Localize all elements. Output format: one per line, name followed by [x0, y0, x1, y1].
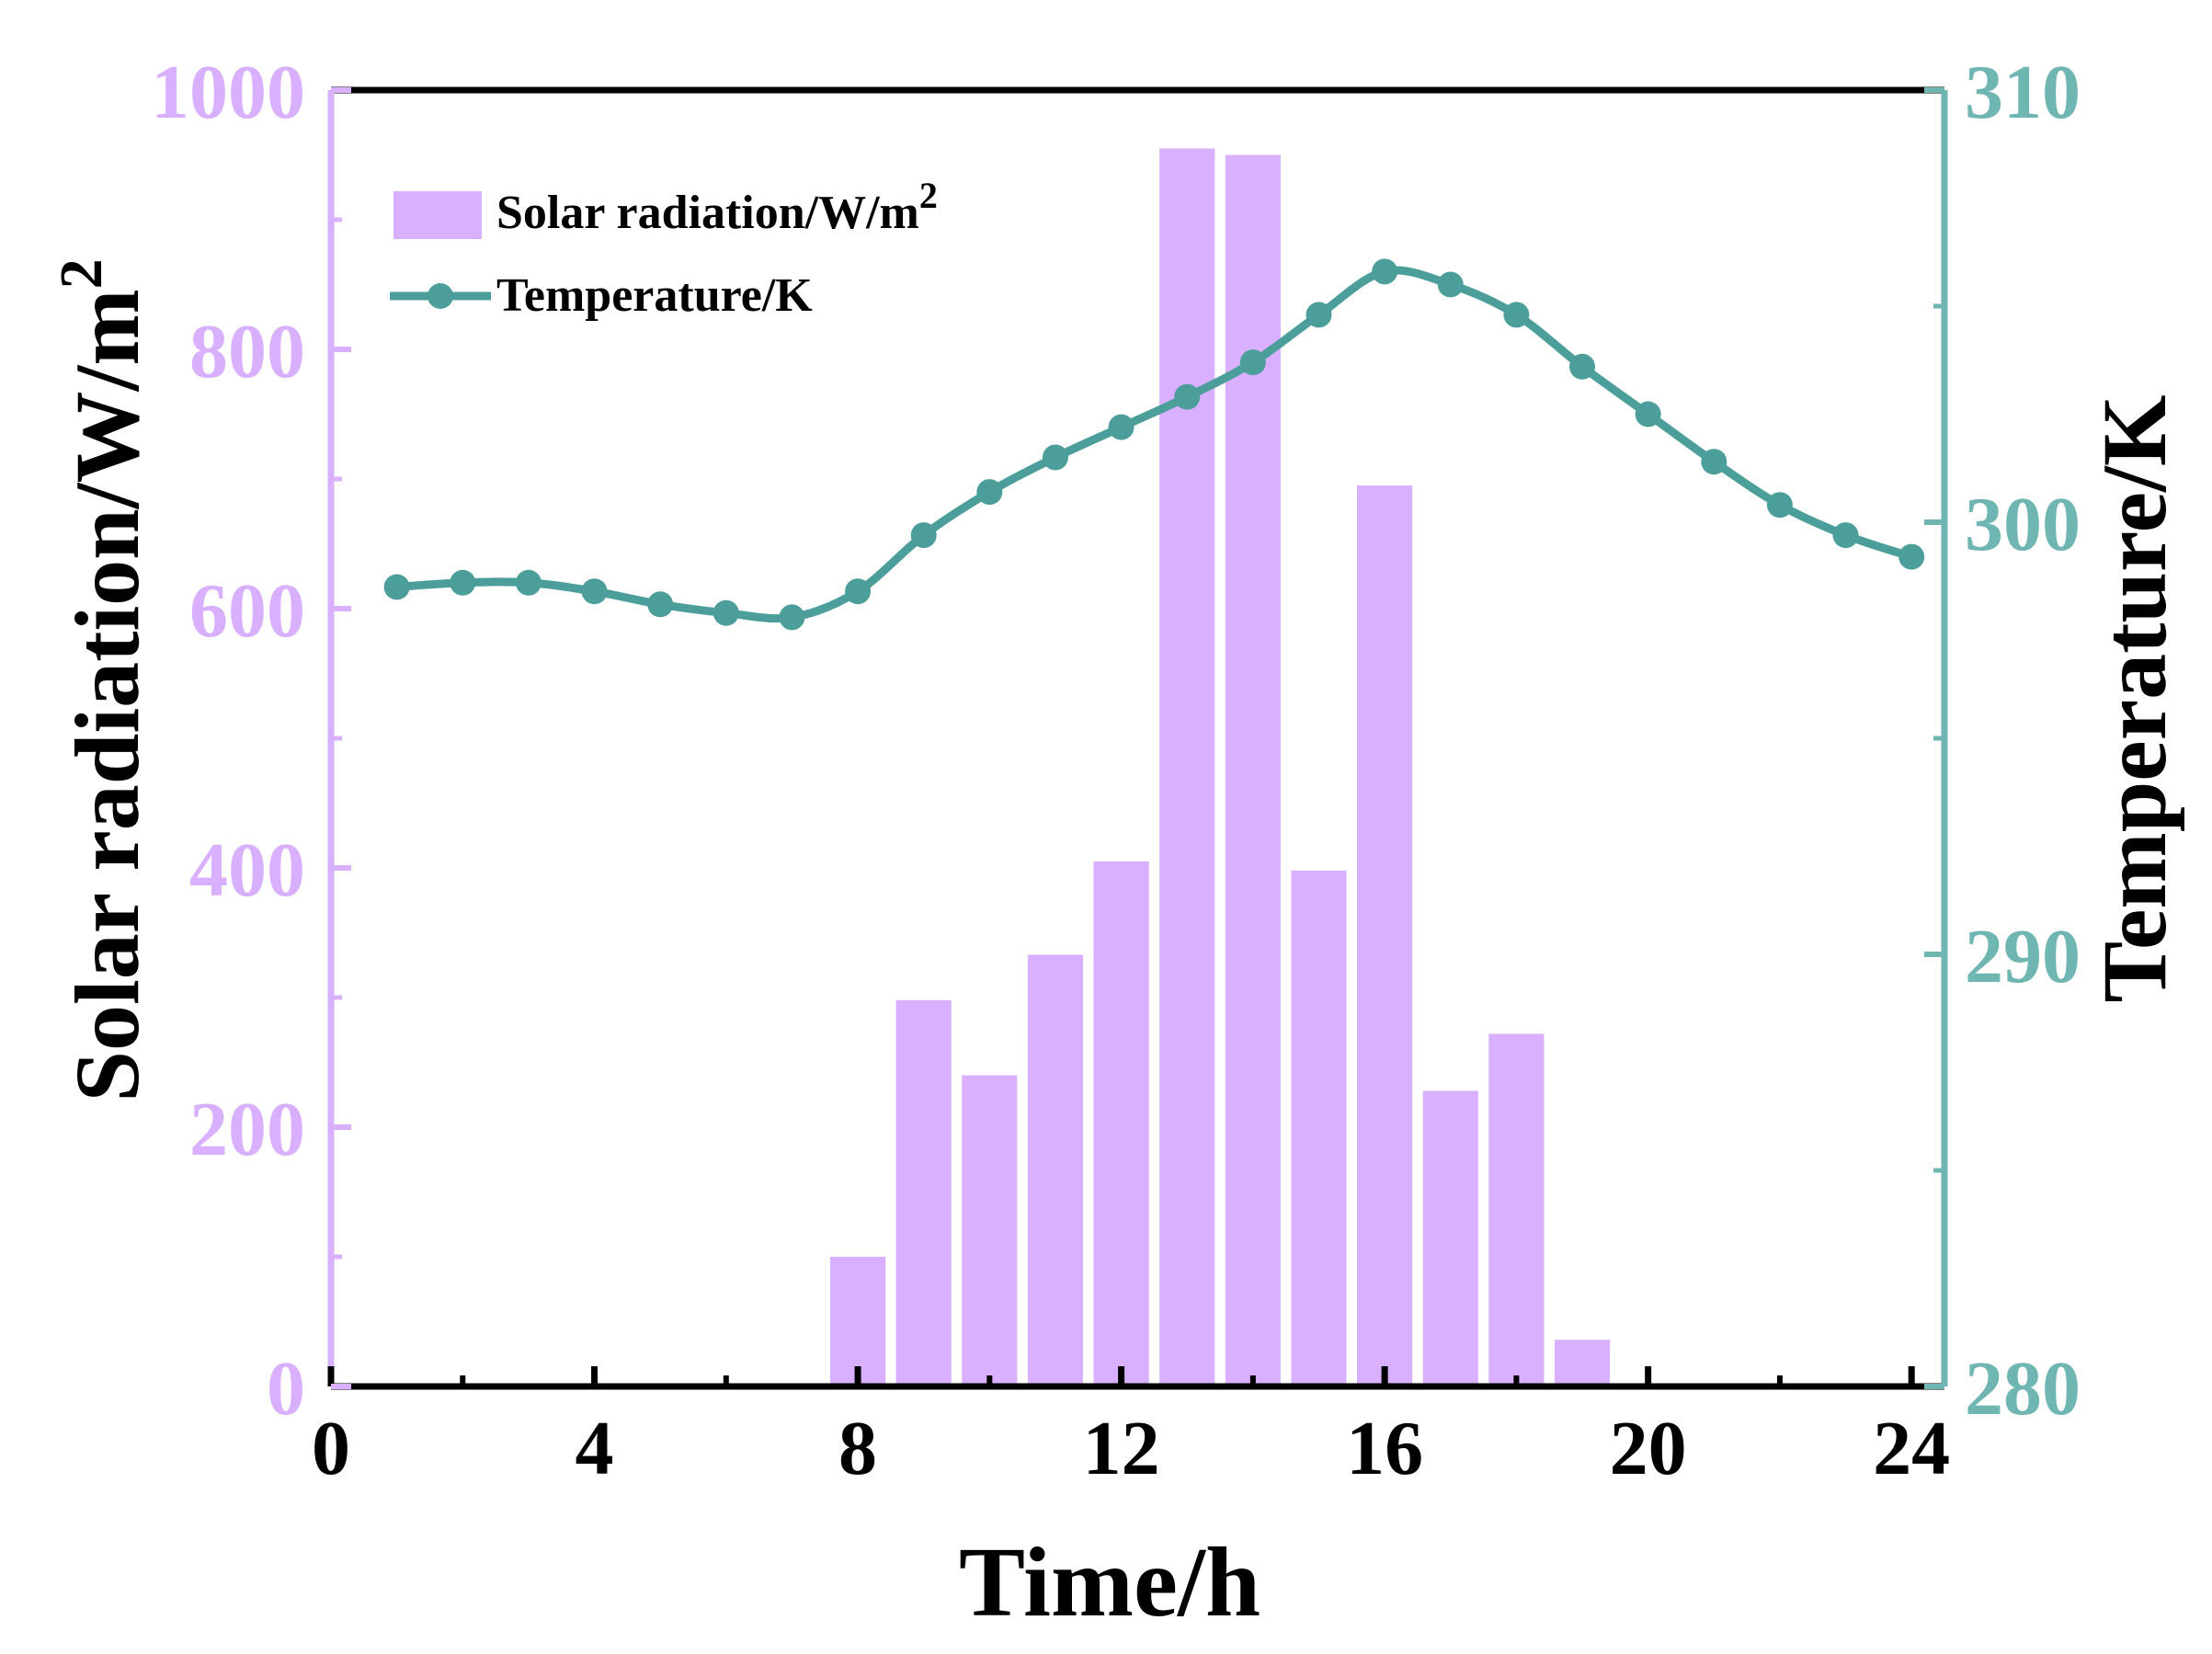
x-tick-label-24: 24 — [1873, 1406, 1950, 1491]
temperature-point-hour-18 — [1503, 302, 1530, 328]
bar-hour-13 — [1159, 148, 1215, 1387]
x-tick-label-4: 4 — [576, 1406, 614, 1491]
temperature-point-hour-17 — [1437, 271, 1464, 298]
legend-label-solar-radiation-sup: 2 — [919, 175, 938, 216]
temperature-point-hour-20 — [1635, 401, 1661, 428]
temperature-point-hour-1 — [383, 574, 410, 600]
bar-hour-14 — [1225, 154, 1281, 1386]
temperature-point-hour-5 — [647, 591, 674, 618]
bars-layer — [829, 148, 1611, 1387]
legend-label-solar-radiation: Solar radiation/W/m2 — [496, 175, 938, 239]
temperature-point-hour-2 — [450, 569, 476, 596]
y-right-tick-label-280: 280 — [1965, 1346, 2081, 1432]
bar-hour-16 — [1357, 485, 1413, 1386]
temperature-point-hour-22 — [1766, 492, 1793, 519]
temperature-point-hour-24 — [1898, 543, 1925, 570]
y-left-tick-label-200: 200 — [189, 1087, 305, 1172]
legend: Solar radiation/W/m2 Temperature/K — [390, 175, 938, 322]
y-right-tick-label-290: 290 — [1965, 914, 2081, 999]
y-right-tick-label-300: 300 — [1965, 482, 2081, 567]
y-left-tick-label-600: 600 — [189, 568, 305, 654]
temperature-point-hour-21 — [1701, 449, 1727, 475]
y-left-axis-title: Solar radiation/W/m2 — [48, 258, 158, 1101]
bar-hour-9 — [895, 999, 952, 1386]
bar-hour-8 — [829, 1257, 886, 1386]
y-left-tick-label-1000: 1000 — [151, 50, 305, 135]
bar-hour-11 — [1027, 954, 1084, 1386]
bar-hour-12 — [1093, 861, 1149, 1386]
legend-label-temperature: Temperature/K — [496, 269, 813, 322]
x-tick-label-16: 16 — [1346, 1406, 1423, 1491]
temperature-point-hour-19 — [1569, 353, 1596, 380]
bar-hour-17 — [1422, 1090, 1478, 1386]
y-right-axis-title: Temperature/K — [2083, 394, 2185, 1002]
x-axis-title: Time/h — [959, 1528, 1260, 1637]
bar-hour-19 — [1554, 1340, 1611, 1386]
temperature-point-hour-16 — [1372, 258, 1398, 285]
temperature-point-hour-13 — [1174, 383, 1201, 410]
temperature-point-hour-7 — [779, 604, 805, 631]
y-left-tick-label-800: 800 — [189, 309, 305, 394]
x-tick-label-20: 20 — [1610, 1406, 1687, 1491]
temperature-point-hour-11 — [1042, 444, 1068, 471]
bar-hour-18 — [1488, 1033, 1545, 1386]
x-tick-label-0: 0 — [312, 1406, 350, 1491]
y-left-tick-label-0: 0 — [267, 1346, 305, 1432]
ticks-layer: 0 4 8 12 16 20 24 0 200 400 600 800 1000 280 290 300 310 — [151, 50, 2081, 1491]
temperature-point-hour-4 — [581, 578, 608, 605]
temperature-point-hour-10 — [976, 479, 1003, 506]
temperature-point-hour-12 — [1108, 414, 1135, 440]
legend-label-solar-radiation-main: Solar radiation/W/m — [496, 187, 919, 239]
temperature-point-hour-6 — [713, 599, 739, 626]
temperature-point-hour-23 — [1832, 522, 1859, 549]
legend-swatch-solar-radiation — [393, 191, 482, 239]
y-left-tick-label-400: 400 — [189, 827, 305, 913]
line-layer — [383, 258, 1925, 631]
temperature-point-hour-9 — [910, 522, 937, 549]
y-right-tick-label-310: 310 — [1965, 50, 2081, 135]
temperature-point-hour-3 — [515, 569, 542, 596]
temperature-point-hour-14 — [1239, 349, 1266, 376]
x-tick-label-12: 12 — [1083, 1406, 1160, 1491]
temperature-point-hour-8 — [845, 578, 872, 605]
bar-hour-10 — [962, 1075, 1018, 1386]
legend-marker-temperature — [428, 283, 453, 309]
y-left-axis-title-main: Solar radiation/W/m — [56, 289, 158, 1101]
x-tick-label-8: 8 — [838, 1406, 877, 1491]
temperature-point-hour-15 — [1306, 302, 1332, 328]
temperature-line — [396, 266, 1913, 623]
bar-hour-15 — [1291, 870, 1347, 1386]
y-left-axis-title-sup: 2 — [48, 258, 115, 289]
